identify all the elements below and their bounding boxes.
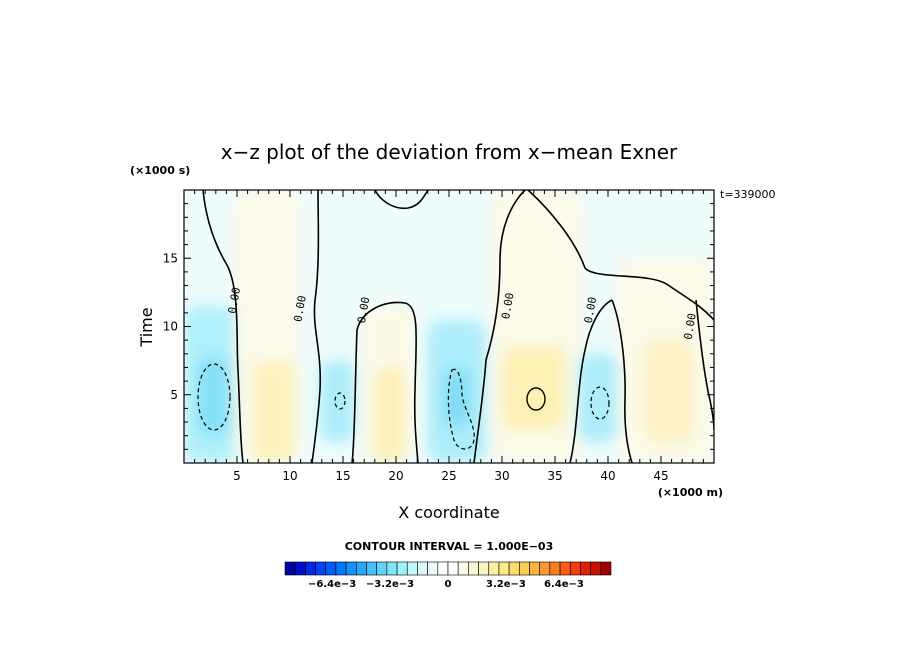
field-blobs	[184, 190, 714, 463]
colorbar-cell	[569, 561, 581, 576]
minor-ticks	[184, 190, 714, 463]
negative-contour	[197, 363, 231, 431]
colorbar-cell	[345, 561, 357, 576]
contour-lines	[197, 190, 714, 463]
y-tick-label: 5	[170, 388, 178, 402]
x-tick-label: 25	[441, 469, 456, 483]
field-blob	[576, 353, 619, 443]
y-tick-label: 10	[163, 320, 178, 334]
colorbar-tick-label: −6.4e−3	[308, 579, 356, 590]
colorbar-cell	[315, 561, 327, 576]
y-axis-label: Time	[137, 307, 156, 347]
colorbar-cell	[590, 561, 602, 576]
contour-label: 0.00	[355, 296, 372, 324]
zero-contour	[202, 190, 244, 463]
time-label: t=339000	[720, 188, 776, 201]
colorbar-tick-label: 6.4e−3	[544, 579, 584, 590]
x-axis-ticks: 5 10 15 20 25 30 35 40 45	[233, 190, 669, 483]
y-axis-unit: (×1000 s)	[130, 164, 190, 177]
colorbar-cell	[335, 561, 347, 576]
colorbar-cell	[427, 561, 439, 576]
x-axis-label: X coordinate	[398, 503, 499, 522]
field-blob	[252, 360, 296, 463]
contour-interval-text: CONTOUR INTERVAL = 1.000E−03	[345, 540, 554, 553]
contour-label: 0.00	[291, 294, 308, 322]
negative-contour	[447, 368, 475, 450]
contour-label: 0.00	[681, 312, 698, 340]
x-tick-label: 10	[282, 469, 297, 483]
field-blob	[443, 367, 471, 429]
field-blob	[196, 356, 231, 436]
colorbar-cell	[366, 561, 377, 576]
colorbar-cell	[580, 561, 591, 576]
colorbar-cell	[457, 561, 469, 576]
colorbar-cell	[529, 561, 540, 576]
zero-contour	[473, 190, 526, 463]
zero-contour	[374, 190, 429, 210]
colorbar-cell	[376, 561, 388, 576]
contour-label: 0.00	[226, 286, 243, 314]
negative-contour	[590, 386, 610, 420]
zero-contour	[351, 301, 419, 463]
zero-contour	[695, 299, 714, 431]
colorbar-cell	[417, 561, 428, 576]
colorbar-cell	[508, 561, 520, 576]
x-tick-label: 40	[600, 469, 615, 483]
x-tick-label: 5	[233, 469, 241, 483]
zero-contour	[527, 190, 714, 321]
x-tick-label: 15	[335, 469, 350, 483]
positive-contour	[526, 387, 546, 411]
colorbar-cell	[305, 561, 316, 576]
colorbar-tick-label: 3.2e−3	[486, 579, 526, 590]
colorbar-cell	[488, 561, 500, 576]
colorbar-tick-labels: −6.4e−3 −3.2e−3 0 3.2e−3 6.4e−3	[308, 579, 584, 590]
contour-label: 0.00	[499, 292, 516, 320]
colorbar-cell	[356, 561, 367, 576]
colorbar	[284, 561, 612, 576]
colorbar-cell	[325, 561, 337, 576]
y-tick-label: 15	[163, 251, 178, 265]
zero-contour	[311, 190, 322, 463]
colorbar-cell	[559, 561, 571, 576]
zero-contour	[569, 299, 613, 463]
x-tick-label: 30	[494, 469, 509, 483]
colorbar-cell	[600, 561, 612, 576]
colorbar-cell	[478, 561, 490, 576]
colorbar-cell	[468, 561, 479, 576]
colorbar-tick-label: −3.2e−3	[366, 579, 414, 590]
chart-title: x−z plot of the deviation from x−mean Ex…	[221, 140, 678, 164]
colorbar-cell	[498, 561, 510, 576]
colorbar-tick-label: 0	[445, 579, 452, 590]
x-tick-label: 45	[653, 469, 668, 483]
x-axis-unit: (×1000 m)	[658, 486, 723, 499]
field-blob	[319, 360, 356, 443]
x-tick-label: 20	[388, 469, 403, 483]
colorbar-cell	[519, 561, 530, 576]
contour-labels: 0.00 0.00 0.00 0.00 0.00 0.00	[226, 286, 699, 340]
colorbar-cell	[437, 561, 449, 576]
contour-label: 0.00	[582, 296, 599, 324]
colorbar-cell	[294, 561, 306, 576]
colorbar-cell	[386, 561, 398, 576]
x-tick-label: 35	[547, 469, 562, 483]
colorbar-cell	[549, 561, 561, 576]
zero-contour	[611, 299, 633, 463]
field-blob	[374, 367, 405, 463]
heatmap-field	[184, 190, 714, 463]
negative-contour	[334, 392, 346, 410]
colorbar-cell	[447, 561, 459, 576]
colorbar-cell	[406, 561, 418, 576]
y-axis-ticks: 5 10 15	[163, 251, 714, 402]
colorbar-cell	[396, 561, 408, 576]
colorbar-cell	[284, 561, 296, 576]
field-blob	[645, 340, 693, 443]
colorbar-cell	[539, 561, 551, 576]
